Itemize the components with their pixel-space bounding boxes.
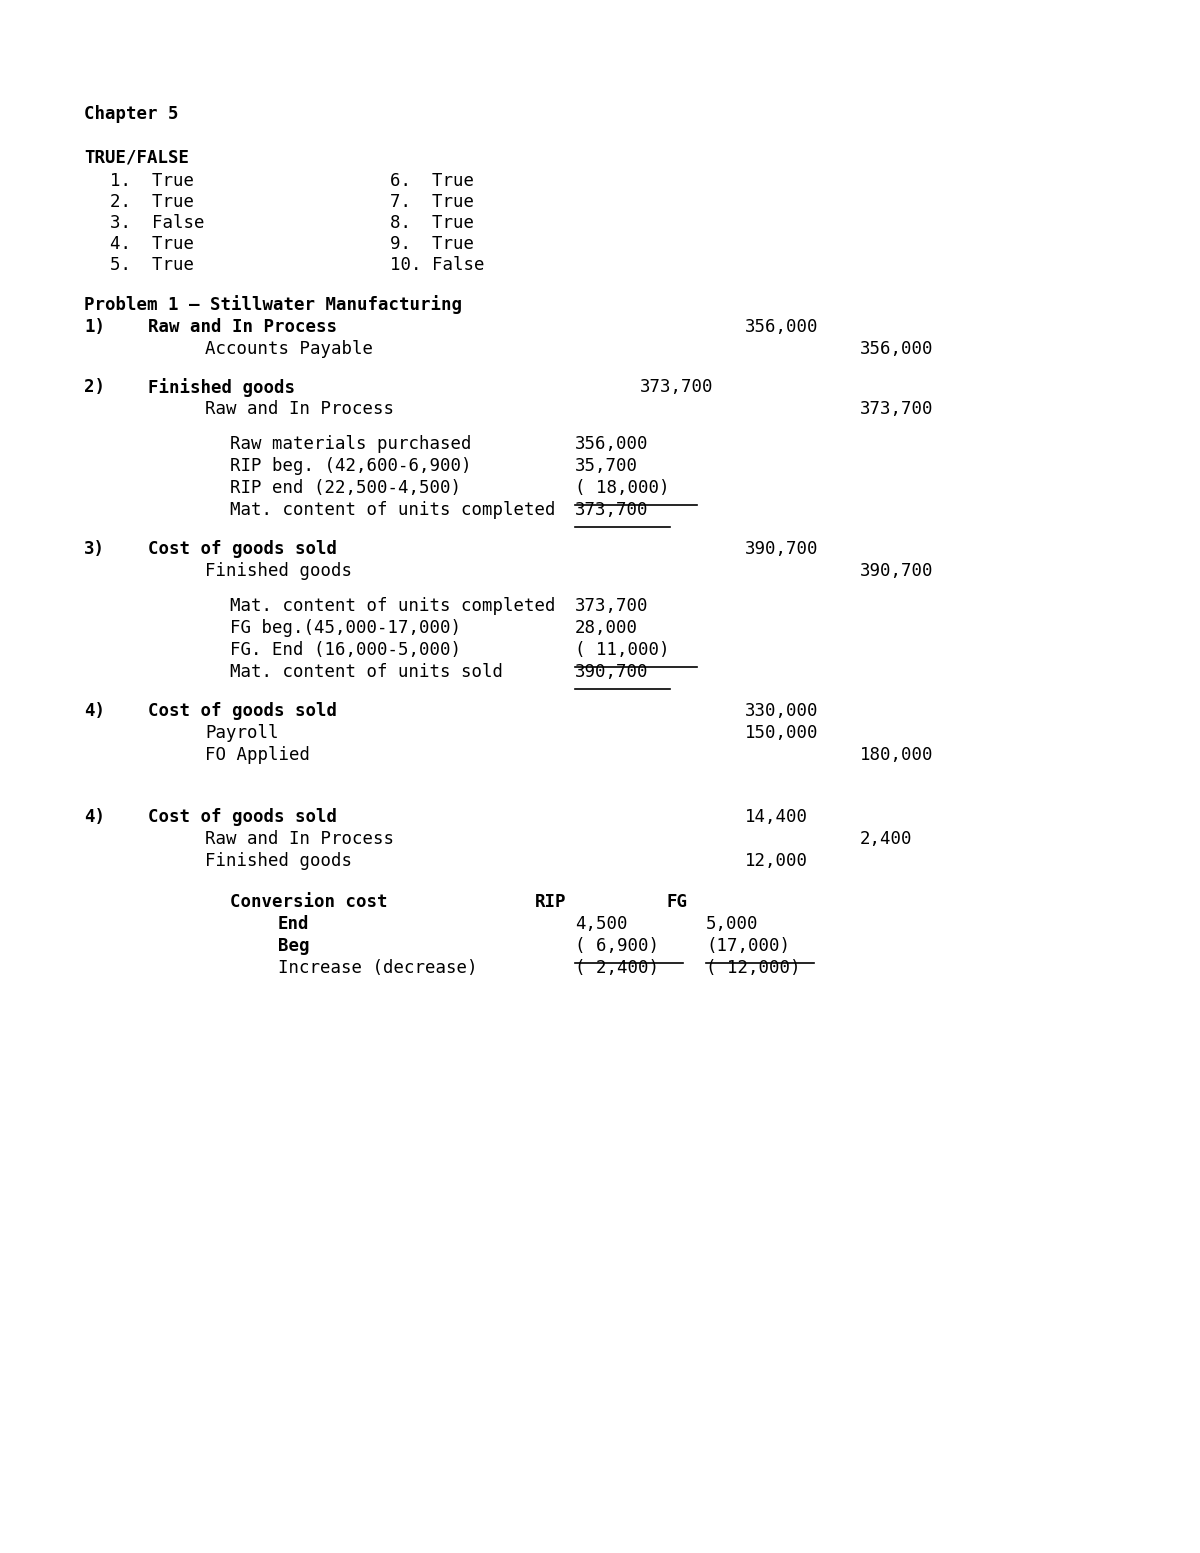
Text: 35,700: 35,700 xyxy=(575,457,638,475)
Text: 2): 2) xyxy=(84,377,106,396)
Text: 5,000: 5,000 xyxy=(706,915,758,933)
Text: Mat. content of units completed: Mat. content of units completed xyxy=(230,502,556,519)
Text: 6.  True: 6. True xyxy=(390,172,474,189)
Text: ( 12,000): ( 12,000) xyxy=(706,960,800,977)
Text: RIP beg. (42,600-6,900): RIP beg. (42,600-6,900) xyxy=(230,457,472,475)
Text: 4.  True: 4. True xyxy=(110,235,194,253)
Text: ( 11,000): ( 11,000) xyxy=(575,641,670,658)
Text: Raw and In Process: Raw and In Process xyxy=(205,829,394,848)
Text: Chapter 5: Chapter 5 xyxy=(84,106,179,123)
Text: 390,700: 390,700 xyxy=(745,540,818,558)
Text: 7.  True: 7. True xyxy=(390,193,474,211)
Text: 180,000: 180,000 xyxy=(860,745,934,764)
Text: 14,400: 14,400 xyxy=(745,808,808,826)
Text: 3.  False: 3. False xyxy=(110,214,204,231)
Text: 150,000: 150,000 xyxy=(745,724,818,742)
Text: 373,700: 373,700 xyxy=(640,377,714,396)
Text: ( 18,000): ( 18,000) xyxy=(575,478,670,497)
Text: 330,000: 330,000 xyxy=(745,702,818,721)
Text: 4): 4) xyxy=(84,808,106,826)
Text: Raw materials purchased: Raw materials purchased xyxy=(230,435,472,453)
Text: FG. End (16,000-5,000): FG. End (16,000-5,000) xyxy=(230,641,461,658)
Text: 5.  True: 5. True xyxy=(110,256,194,273)
Text: 390,700: 390,700 xyxy=(575,663,648,682)
Text: 4,500: 4,500 xyxy=(575,915,628,933)
Text: 2.  True: 2. True xyxy=(110,193,194,211)
Text: Finished goods: Finished goods xyxy=(148,377,295,398)
Text: 8.  True: 8. True xyxy=(390,214,474,231)
Text: 9.  True: 9. True xyxy=(390,235,474,253)
Text: Mat. content of units sold: Mat. content of units sold xyxy=(230,663,503,682)
Text: Raw and In Process: Raw and In Process xyxy=(205,401,394,418)
Text: 373,700: 373,700 xyxy=(575,596,648,615)
Text: Accounts Payable: Accounts Payable xyxy=(205,340,373,359)
Text: 356,000: 356,000 xyxy=(745,318,818,335)
Text: FG beg.(45,000-17,000): FG beg.(45,000-17,000) xyxy=(230,620,461,637)
Text: 12,000: 12,000 xyxy=(745,853,808,870)
Text: 4): 4) xyxy=(84,702,106,721)
Text: 28,000: 28,000 xyxy=(575,620,638,637)
Text: 356,000: 356,000 xyxy=(575,435,648,453)
Text: ( 6,900): ( 6,900) xyxy=(575,936,659,955)
Text: Mat. content of units completed: Mat. content of units completed xyxy=(230,596,556,615)
Text: Payroll: Payroll xyxy=(205,724,278,742)
Text: Finished goods: Finished goods xyxy=(205,853,352,870)
Text: End: End xyxy=(278,915,310,933)
Text: Raw and In Process: Raw and In Process xyxy=(148,318,337,335)
Text: Beg: Beg xyxy=(278,936,310,955)
Text: 2,400: 2,400 xyxy=(860,829,912,848)
Text: ( 2,400): ( 2,400) xyxy=(575,960,659,977)
Text: 356,000: 356,000 xyxy=(860,340,934,359)
Text: RIP end (22,500-4,500): RIP end (22,500-4,500) xyxy=(230,478,461,497)
Text: Finished goods: Finished goods xyxy=(205,562,352,579)
Text: 390,700: 390,700 xyxy=(860,562,934,579)
Text: Problem 1 – Stillwater Manufacturing: Problem 1 – Stillwater Manufacturing xyxy=(84,295,462,314)
Text: 373,700: 373,700 xyxy=(575,502,648,519)
Text: 3): 3) xyxy=(84,540,106,558)
Text: FO Applied: FO Applied xyxy=(205,745,310,764)
Text: Cost of goods sold: Cost of goods sold xyxy=(148,702,337,721)
Text: Conversion cost: Conversion cost xyxy=(230,893,388,912)
Text: Cost of goods sold: Cost of goods sold xyxy=(148,540,337,558)
Text: 373,700: 373,700 xyxy=(860,401,934,418)
Text: (17,000): (17,000) xyxy=(706,936,790,955)
Text: 1): 1) xyxy=(84,318,106,335)
Text: TRUE/FALSE: TRUE/FALSE xyxy=(84,148,190,166)
Text: 1.  True: 1. True xyxy=(110,172,194,189)
Text: Cost of goods sold: Cost of goods sold xyxy=(148,808,337,826)
Text: 10. False: 10. False xyxy=(390,256,485,273)
Text: FG: FG xyxy=(666,893,686,912)
Text: RIP: RIP xyxy=(535,893,566,912)
Text: Increase (decrease): Increase (decrease) xyxy=(278,960,478,977)
